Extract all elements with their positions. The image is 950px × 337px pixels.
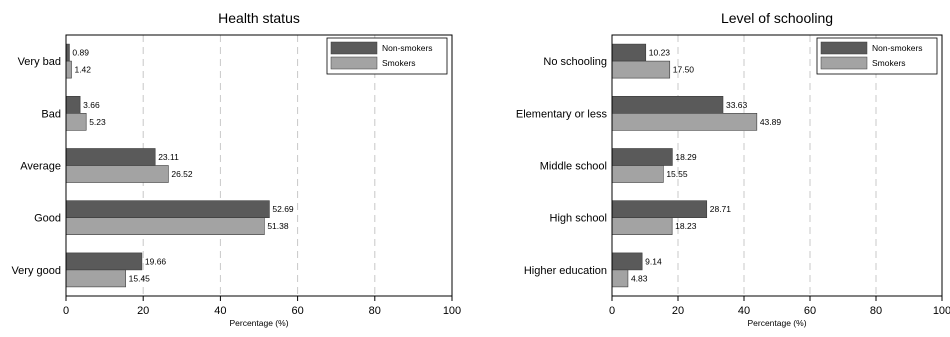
bar-smokers	[65, 217, 265, 235]
axis-label-x: Percentage (%)	[229, 318, 288, 328]
tick-label: 20	[672, 305, 684, 317]
data-label: 18.29	[675, 152, 697, 162]
legend-swatch	[820, 56, 868, 70]
bar-nonsmokers	[65, 96, 81, 114]
tick-label: 60	[804, 305, 816, 317]
data-label: 23.11	[158, 152, 179, 162]
bar-smokers	[611, 269, 629, 288]
legend-label: Non-smokers	[382, 43, 433, 53]
tick-label: 80	[369, 305, 381, 317]
bar-nonsmokers	[611, 200, 708, 218]
tick-label: 100	[933, 305, 950, 317]
bar-smokers	[65, 165, 169, 183]
data-label: 1.42	[74, 65, 91, 75]
chart-title: Level of schooling	[721, 10, 833, 26]
data-label: 18.23	[675, 221, 697, 231]
tick-label: 0	[63, 305, 69, 317]
data-label: 17.50	[673, 65, 695, 75]
tick-label: 100	[443, 305, 461, 317]
category-label: Bad	[41, 108, 61, 120]
category-label: Middle school	[540, 161, 607, 173]
legend-label: Smokers	[382, 58, 416, 68]
bar-nonsmokers	[611, 96, 724, 114]
bar-smokers	[65, 269, 126, 288]
category-label: No schooling	[543, 56, 607, 68]
tick-label: 80	[870, 305, 882, 317]
bar-smokers	[611, 60, 671, 79]
bar-smokers	[65, 60, 72, 79]
bar-nonsmokers	[65, 252, 143, 271]
data-label: 33.63	[726, 100, 748, 110]
legend-label: Smokers	[872, 58, 906, 68]
bar-nonsmokers	[65, 200, 270, 218]
data-label: 0.89	[72, 48, 89, 58]
category-label: Very good	[11, 265, 61, 277]
bar-smokers	[65, 113, 87, 131]
data-label: 4.83	[631, 273, 648, 283]
chart-panel-2: Level of schooling No schooling 10.2317.50…	[516, 10, 950, 328]
tick-label: 40	[738, 305, 750, 317]
data-label: 15.55	[666, 169, 688, 179]
chart-title: Health status	[218, 10, 300, 26]
legend-swatch	[330, 56, 378, 70]
chart-panel-1: Health status Very bad 0.89 1.42 Bad 3.66 5.23…	[11, 10, 461, 328]
category-label: Very bad	[18, 56, 61, 68]
data-label: 5.23	[89, 117, 106, 127]
data-label: 10.23	[649, 48, 671, 58]
bar-nonsmokers	[611, 252, 643, 271]
tick-label: 40	[214, 305, 226, 317]
bar-nonsmokers	[611, 43, 647, 62]
bar-nonsmokers	[65, 148, 156, 166]
data-label: 19.66	[145, 256, 167, 266]
legend-swatch	[330, 41, 378, 55]
data-label: 26.52	[171, 169, 193, 179]
tick-label: 20	[137, 305, 149, 317]
data-label: 9.14	[645, 256, 662, 266]
plot-frame	[611, 34, 943, 297]
category-label: High school	[550, 213, 607, 225]
category-label: Elementary or less	[516, 108, 608, 120]
tick-label: 0	[609, 305, 615, 317]
category-label: Higher education	[524, 265, 607, 277]
legend-swatch	[820, 41, 868, 55]
bar-nonsmokers	[65, 43, 70, 62]
data-label: 43.89	[760, 117, 782, 127]
bar-smokers	[611, 165, 664, 183]
data-label: 51.38	[267, 221, 289, 231]
data-label: 28.71	[710, 204, 732, 214]
data-label: 52.69	[272, 204, 294, 214]
tick-label: 60	[291, 305, 303, 317]
axis-label-x: Percentage (%)	[747, 318, 806, 328]
bar-nonsmokers	[611, 148, 673, 166]
category-label: Good	[34, 213, 61, 225]
data-label: 3.66	[83, 100, 100, 110]
legend-label: Non-smokers	[872, 43, 923, 53]
data-label: 15.45	[129, 273, 151, 283]
category-label: Average	[20, 161, 61, 173]
plot-frame	[65, 34, 453, 297]
bar-smokers	[611, 113, 758, 131]
bar-smokers	[611, 217, 673, 235]
